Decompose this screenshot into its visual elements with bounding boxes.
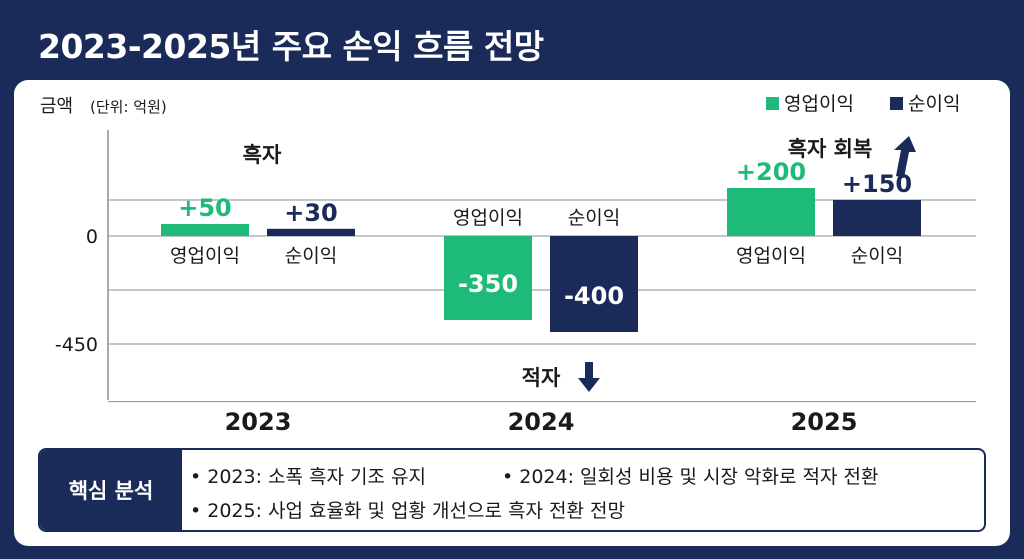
- bar-2024-순이익: [550, 236, 638, 332]
- bar-name-2024-순이익: 순이익: [568, 207, 620, 229]
- annotation-recovery: 흑자 회복: [788, 137, 873, 161]
- x-tick-label-2024: 2024: [508, 408, 575, 436]
- annotation-deficit: 적자: [522, 366, 561, 390]
- page-title: 2023-2025년 주요 손익 흐름 전망: [38, 27, 544, 66]
- x-tick-label-2025: 2025: [791, 408, 858, 436]
- recovery-arrow-icon: [894, 136, 916, 178]
- annotation-surplus: 흑자: [243, 143, 282, 167]
- data-label-2023-영업이익: +50: [178, 194, 232, 222]
- deficit-arrow-icon: [578, 362, 600, 392]
- bar-2023-영업이익: [161, 224, 249, 236]
- bar-2025-영업이익: [727, 188, 815, 236]
- bar-2023-순이익: [267, 228, 355, 236]
- data-label-2024-순이익: -400: [564, 282, 624, 310]
- bar-name-2023-영업이익: 영업이익: [170, 245, 240, 267]
- legend-swatch-순이익: [890, 97, 903, 110]
- data-label-2025-영업이익: +200: [736, 158, 806, 186]
- y-tick-label: -450: [55, 334, 98, 356]
- bar-2025-순이익: [833, 200, 921, 236]
- legend-swatch-영업이익: [766, 97, 779, 110]
- analysis-label: 핵심 분석: [40, 450, 182, 530]
- y-tick-label: 0: [86, 226, 98, 248]
- data-label-2024-영업이익: -350: [458, 270, 518, 298]
- bar-2024-영업이익: [444, 236, 532, 320]
- analysis-bullet-2024: • 2024: 일회성 비용 및 시장 악화로 적자 전환: [502, 466, 879, 488]
- legend-label-영업이익: 영업이익: [784, 93, 854, 115]
- y-axis-title: 금액: [40, 96, 73, 117]
- bar-name-2024-영업이익: 영업이익: [453, 207, 523, 229]
- bar-name-2023-순이익: 순이익: [285, 245, 337, 267]
- x-tick-label-2023: 2023: [225, 408, 292, 436]
- analysis-bullet-2025: • 2025: 사업 효율화 및 업황 개선으로 흑자 전환 전망: [190, 500, 625, 522]
- bar-name-2025-영업이익: 영업이익: [736, 245, 806, 267]
- analysis-bullet-2023: • 2023: 소폭 흑자 기조 유지: [190, 466, 427, 488]
- y-axis-unit: (단위: 억원): [90, 98, 167, 116]
- bar-name-2025-순이익: 순이익: [851, 245, 903, 267]
- legend-label-순이익: 순이익: [908, 93, 960, 115]
- analysis-box: 핵심 분석 • 2023: 소폭 흑자 기조 유지 • 2024: 일회성 비용…: [38, 448, 986, 532]
- data-label-2023-순이익: +30: [284, 199, 338, 227]
